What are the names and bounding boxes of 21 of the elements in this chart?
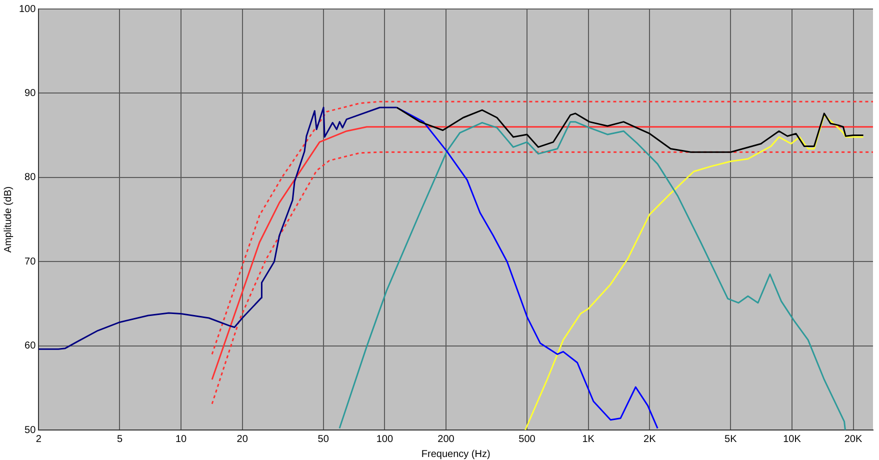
x-tick-label: 2 <box>36 434 42 445</box>
x-tick-label: 2K <box>644 434 656 445</box>
x-tick-label: 50 <box>318 434 330 445</box>
y-tick-label: 90 <box>24 88 36 99</box>
y-tick-label: 50 <box>24 424 36 436</box>
y-tick-label: 80 <box>24 172 36 184</box>
x-tick-label: 5 <box>116 434 123 445</box>
x-tick-label: 20K <box>844 434 862 445</box>
x-tick-label: 200 <box>438 434 455 445</box>
x-tick-label: 10K <box>783 434 802 445</box>
x-tick-label: 20 <box>236 434 248 445</box>
x-tick-label: 100 <box>376 434 394 445</box>
x-tick-label: 5K <box>724 434 738 445</box>
x-tick-label: 500 <box>518 434 536 445</box>
y-tick-label: 100 <box>18 4 36 15</box>
y-axis-title: Amplitude (dB) <box>2 186 14 253</box>
x-tick-label: 1K <box>582 434 595 445</box>
x-tick-label: 10 <box>175 434 188 445</box>
x-axis-title: Frequency (Hz) <box>421 448 490 460</box>
y-tick-label: 60 <box>24 340 36 352</box>
y-tick-label: 70 <box>24 256 36 268</box>
